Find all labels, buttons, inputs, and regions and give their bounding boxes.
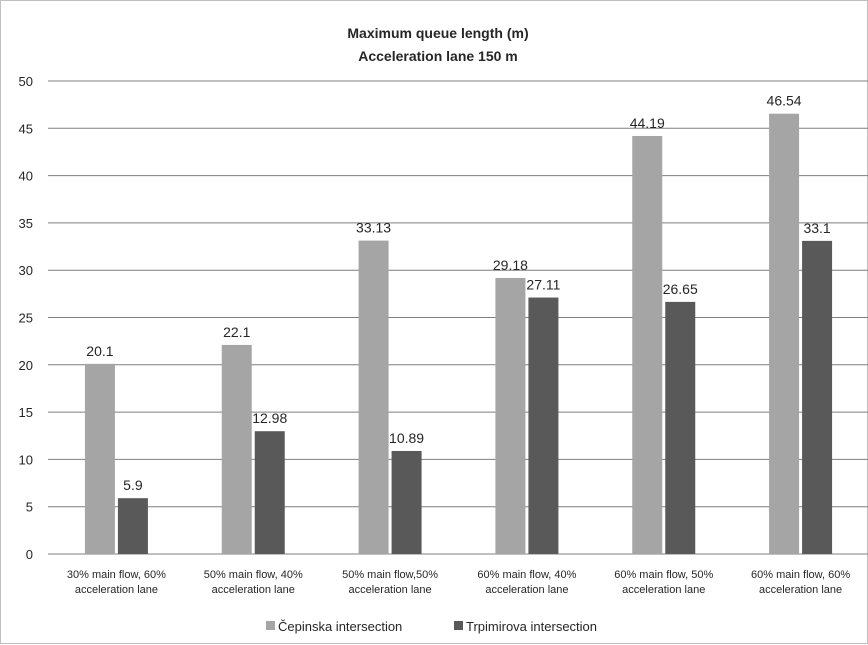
data-label: 12.98	[252, 410, 287, 426]
legend-label: Čepinska intersection	[278, 619, 402, 634]
x-tick-label: acceleration lane	[348, 584, 431, 596]
x-tick-label: 60% main flow, 60%	[751, 569, 850, 581]
data-label: 10.89	[389, 430, 424, 446]
bar-series2-3	[391, 450, 422, 554]
y-tick-label: 50	[19, 74, 33, 89]
x-tick-label: acceleration lane	[75, 584, 158, 596]
legend-label: Trpimirova intersection	[466, 619, 597, 634]
bar-series2-1	[117, 498, 148, 554]
x-tick-label: acceleration lane	[622, 584, 705, 596]
legend: Čepinska intersection Trpimirova intersec…	[266, 619, 597, 634]
y-tick-label: 15	[19, 405, 33, 420]
bar-series1-5	[632, 135, 663, 555]
x-tick-label: 50% main flow, 40%	[204, 569, 303, 581]
bar-series2-6	[802, 240, 833, 554]
data-label: 44.19	[630, 115, 665, 131]
y-tick-label: 40	[19, 169, 33, 184]
x-tick-label: acceleration lane	[212, 584, 295, 596]
data-label: 5.9	[123, 477, 143, 493]
chart-title: Maximum queue length (m)	[347, 25, 528, 41]
x-tick-label: 30% main flow, 60%	[67, 569, 166, 581]
data-label: 33.1	[803, 220, 830, 236]
y-tick-label: 0	[26, 547, 33, 562]
gridlines	[48, 80, 868, 555]
bar-series2-4	[528, 297, 559, 554]
data-label: 22.1	[223, 324, 250, 340]
bar-series1-3	[358, 240, 389, 554]
y-tick-label: 30	[19, 263, 33, 278]
y-tick-label: 5	[26, 500, 33, 515]
x-tick-label: 50% main flow,50%	[342, 569, 438, 581]
x-tick-label: acceleration lane	[759, 584, 842, 596]
axes: 0 5 10 15 20 25 30 35 40 45 50 30% main flow, 60% ac…	[19, 74, 851, 596]
legend-swatch	[454, 621, 463, 630]
x-tick-label: acceleration lane	[485, 584, 568, 596]
y-tick-label: 45	[19, 121, 33, 136]
y-tick-label: 25	[19, 311, 33, 326]
data-label: 46.54	[767, 93, 802, 109]
bar-series1-4	[495, 277, 526, 554]
bars	[84, 113, 833, 555]
bar-series1-6	[769, 113, 800, 554]
bar-series2-2	[254, 431, 285, 554]
data-label: 27.11	[526, 277, 560, 293]
bar-series1-1	[84, 363, 115, 554]
y-tick-label: 20	[19, 358, 33, 373]
legend-swatch	[266, 621, 275, 630]
bar-series1-2	[221, 344, 252, 554]
chart-subtitle: Acceleration lane 150 m	[358, 48, 518, 64]
data-label: 29.18	[493, 257, 528, 273]
data-label: 26.65	[663, 281, 698, 297]
bar-series2-5	[665, 301, 696, 554]
x-tick-label: 60% main flow, 40%	[477, 569, 576, 581]
x-tick-label: 60% main flow, 50%	[614, 569, 713, 581]
y-tick-label: 35	[19, 216, 33, 231]
data-label: 33.13	[356, 220, 391, 236]
data-label: 20.1	[86, 343, 113, 359]
data-labels: 20.1 22.1 33.13 29.18 44.19 46.54 5.9 12.98 10.8…	[86, 93, 831, 493]
y-tick-label: 10	[19, 452, 33, 467]
